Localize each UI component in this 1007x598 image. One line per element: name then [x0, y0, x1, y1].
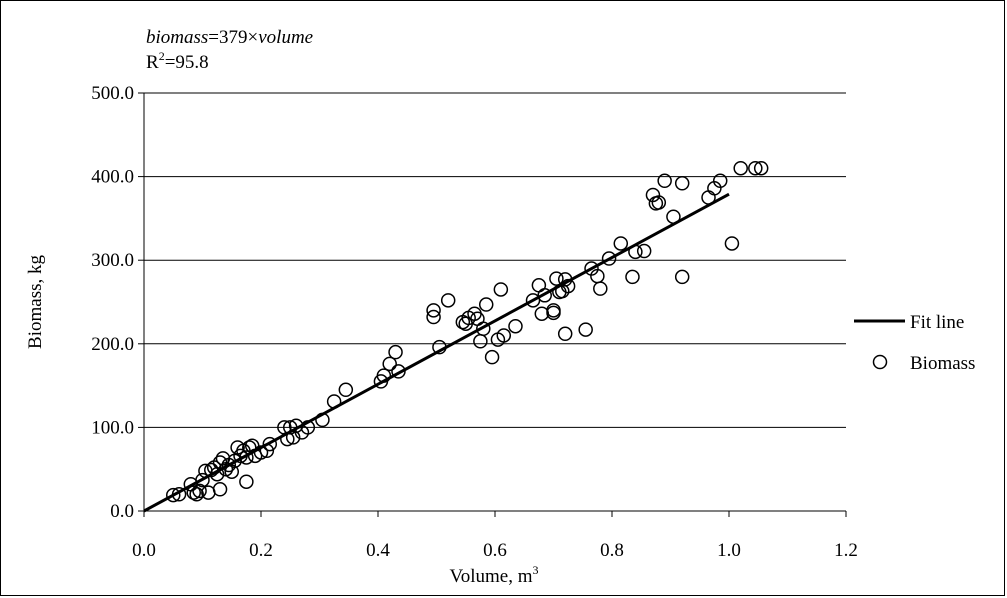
biomass-point-85	[651, 195, 667, 210]
biomass-point-65	[537, 288, 552, 303]
biomass-point-71	[557, 272, 573, 287]
biomass-point-73	[560, 278, 576, 294]
biomass-point-39	[338, 382, 354, 398]
legend-biomass-marker	[872, 354, 888, 370]
biomass-point-44	[391, 364, 406, 379]
gridlines	[144, 92, 846, 428]
biomass-point-47	[432, 339, 447, 355]
equation-operator: =379×	[208, 27, 258, 48]
biomass-point-28	[259, 443, 275, 459]
biomass-point-0	[166, 487, 181, 503]
biomass-point-82	[636, 243, 652, 259]
biomass-point-61	[508, 318, 523, 334]
x-tick-label-1: 0.2	[249, 540, 273, 561]
y-tick-label-1: 100.0	[91, 417, 134, 438]
biomass-point-36	[300, 420, 316, 435]
biomass-point-41	[376, 368, 392, 383]
x-tick-label-4: 0.8	[600, 540, 624, 561]
biomass-point-81	[628, 244, 643, 260]
biomass-point-22	[239, 474, 254, 489]
biomass-point-54	[473, 334, 488, 349]
biomass-point-43	[388, 344, 403, 360]
x-tick-label-3: 0.6	[483, 540, 507, 561]
biomass-point-63	[531, 278, 547, 293]
y-tick-label-3: 300.0	[91, 250, 134, 271]
axes	[138, 92, 847, 517]
biomass-point-45	[426, 303, 441, 318]
biomass-point-1	[171, 487, 187, 502]
x-tick-label-0: 0.0	[132, 540, 156, 561]
y-axis-tick-labels: 0.0 100.0 200.0 300.0 400.0 500.0	[91, 83, 134, 522]
biomass-point-77	[593, 281, 608, 296]
biomass-point-80	[625, 269, 640, 285]
biomass-point-60	[496, 328, 512, 343]
x-axis-title-superscript: 3	[533, 563, 539, 577]
biomass-point-92	[712, 173, 728, 189]
x-tick-label-5: 1.0	[717, 540, 741, 561]
y-tick-label-5: 500.0	[91, 83, 134, 104]
biomass-point-38	[326, 394, 342, 409]
biomass-point-48	[440, 293, 456, 308]
biomass-point-3	[186, 485, 201, 500]
biomass-point-89	[674, 176, 690, 191]
biomass-points-layer	[166, 160, 769, 503]
x-axis-title-text: Volume, m	[449, 566, 532, 587]
biomass-point-23	[239, 450, 254, 465]
equation-variable-biomass: biomass	[146, 27, 208, 48]
biomass-point-72	[557, 326, 573, 342]
biomass-point-29	[262, 436, 278, 452]
biomass-point-8	[201, 485, 216, 500]
biomass-point-56	[478, 297, 494, 312]
legend-biomass-label: Biomass	[910, 353, 975, 374]
biomass-point-95	[748, 160, 763, 176]
y-tick-label-4: 400.0	[91, 167, 134, 188]
r-squared-superscript: 2	[159, 49, 165, 63]
biomass-point-55	[476, 321, 491, 337]
biomass-point-27	[253, 445, 269, 460]
biomass-point-17	[224, 464, 239, 479]
x-axis-title: Volume, m3	[449, 563, 538, 587]
y-axis-title: Biomass, kg	[25, 255, 46, 349]
biomass-point-59	[493, 282, 509, 297]
biomass-point-96	[753, 160, 769, 176]
biomass-point-93	[724, 236, 740, 251]
biomass-point-57	[484, 349, 500, 365]
biomass-point-90	[701, 190, 716, 205]
r-squared-annotation: R2=95.8	[146, 49, 209, 73]
equation-variable-volume: volume	[258, 27, 313, 48]
legend-fit-line-label: Fit line	[910, 312, 964, 333]
biomass-point-74	[578, 322, 593, 337]
biomass-point-67	[546, 305, 561, 321]
biomass-point-13	[212, 482, 228, 497]
biomass-point-46	[426, 309, 441, 325]
x-tick-label-2: 0.4	[366, 540, 390, 561]
biomass-point-4	[189, 487, 204, 502]
y-tick-label-0: 0.0	[110, 501, 134, 522]
x-tick-label-6: 1.2	[834, 540, 858, 561]
biomass-point-79	[613, 236, 629, 251]
biomass-point-37	[315, 412, 330, 428]
y-tick-label-2: 200.0	[91, 334, 134, 355]
biomass-point-88	[674, 269, 690, 285]
biomass-point-5	[192, 483, 207, 499]
legend: Fit line Biomass	[854, 312, 975, 374]
biomass-point-68	[549, 271, 564, 286]
biomass-point-42	[382, 356, 397, 372]
biomass-point-87	[666, 209, 681, 224]
equation-annotation: biomass=379×volume	[146, 27, 313, 48]
biomass-point-78	[601, 251, 617, 266]
r-squared-symbol: R	[146, 52, 159, 73]
biomass-point-94	[733, 160, 748, 176]
biomass-point-6	[195, 472, 210, 488]
r-squared-value: =95.8	[165, 52, 209, 73]
x-axis-tick-labels: 0.0 0.2 0.4 0.6 0.8 1.0 1.2	[132, 540, 858, 561]
biomass-point-86	[657, 173, 672, 189]
